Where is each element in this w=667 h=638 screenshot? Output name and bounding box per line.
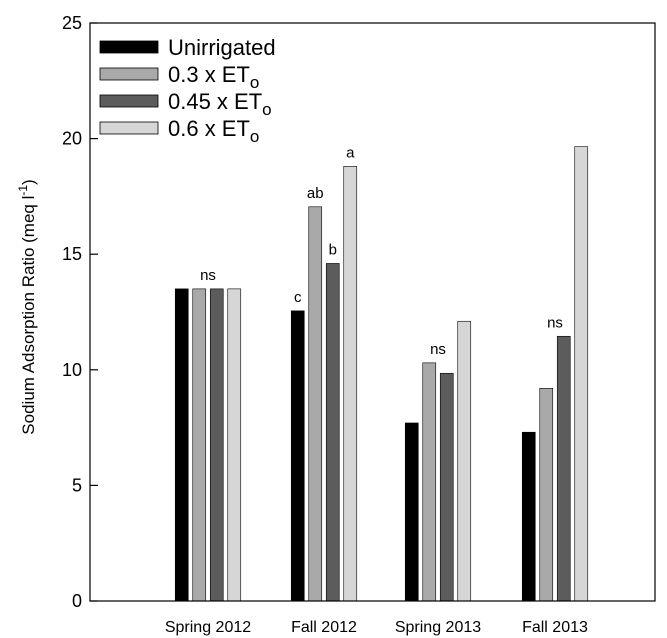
bar-0-3-x-eto-fall-2013	[539, 387, 554, 602]
category-label-1: Fall 2012	[291, 619, 357, 636]
category-label-3: Fall 2013	[522, 619, 588, 636]
y-tick-label-25: 25	[62, 13, 82, 33]
bar-unirrigated-spring-2012	[174, 288, 189, 602]
bar-0-6-x-eto-fall-2012	[343, 166, 358, 602]
significance-label: ns	[200, 267, 216, 284]
y-tick-label-0: 0	[72, 591, 82, 611]
bar-0-6-x-eto-spring-2012	[227, 288, 242, 602]
bar-0-3-x-eto-spring-2013	[422, 362, 437, 602]
bar-0-3-x-eto-spring-2012	[192, 288, 207, 602]
bar-0-6-x-eto-fall-2013	[574, 146, 589, 602]
y-tick-label-5: 5	[72, 475, 82, 495]
legend-swatch-2	[99, 94, 159, 108]
legend-label-3: 0.6 x ETo	[168, 116, 259, 146]
bar-0-6-x-eto-spring-2013	[457, 320, 472, 602]
y-axis-label: Sodium Adsorption Ratio (meq l-1)	[16, 179, 38, 434]
y-axis-tick-labels: 0 5 10 15 20 25	[62, 13, 82, 611]
significance-label: c	[294, 289, 302, 306]
legend-swatch-0	[99, 40, 159, 54]
significance-label: a	[346, 144, 355, 161]
significance-label: b	[329, 242, 337, 259]
legend-label-1: 0.3 x ETo	[168, 62, 259, 92]
bar-0-3-x-eto-fall-2012	[308, 206, 323, 602]
significance-label: ns	[547, 314, 563, 331]
significance-label: ab	[307, 185, 324, 202]
y-tick-label-20: 20	[62, 129, 82, 149]
bar-unirrigated-fall-2013	[521, 431, 536, 602]
legend-swatch-1	[99, 67, 159, 81]
bars	[174, 146, 589, 602]
bar-0-45-x-eto-fall-2012	[325, 263, 340, 602]
legend-swatch-3	[99, 121, 159, 135]
category-label-2: Spring 2013	[395, 619, 481, 636]
bar-unirrigated-fall-2012	[290, 310, 305, 602]
y-tick-label-10: 10	[62, 360, 82, 380]
bar-0-45-x-eto-fall-2013	[556, 335, 571, 602]
plot-frame	[89, 22, 656, 602]
legend-label-2: 0.45 x ETo	[168, 89, 272, 119]
x-axis-category-labels: Spring 2012 Fall 2012 Spring 2013 Fall 2013	[165, 619, 588, 636]
y-axis-ticks	[90, 22, 98, 602]
category-label-0: Spring 2012	[165, 619, 251, 636]
significance-label: ns	[430, 341, 446, 358]
bar-unirrigated-spring-2013	[404, 422, 419, 602]
y-tick-label-15: 15	[62, 244, 82, 264]
legend-label-0: Unirrigated	[168, 35, 276, 60]
significance-labels: ns c ab b a ns ns	[200, 144, 563, 358]
bar-0-45-x-eto-spring-2012	[209, 288, 224, 602]
bar-0-45-x-eto-spring-2013	[439, 372, 454, 602]
